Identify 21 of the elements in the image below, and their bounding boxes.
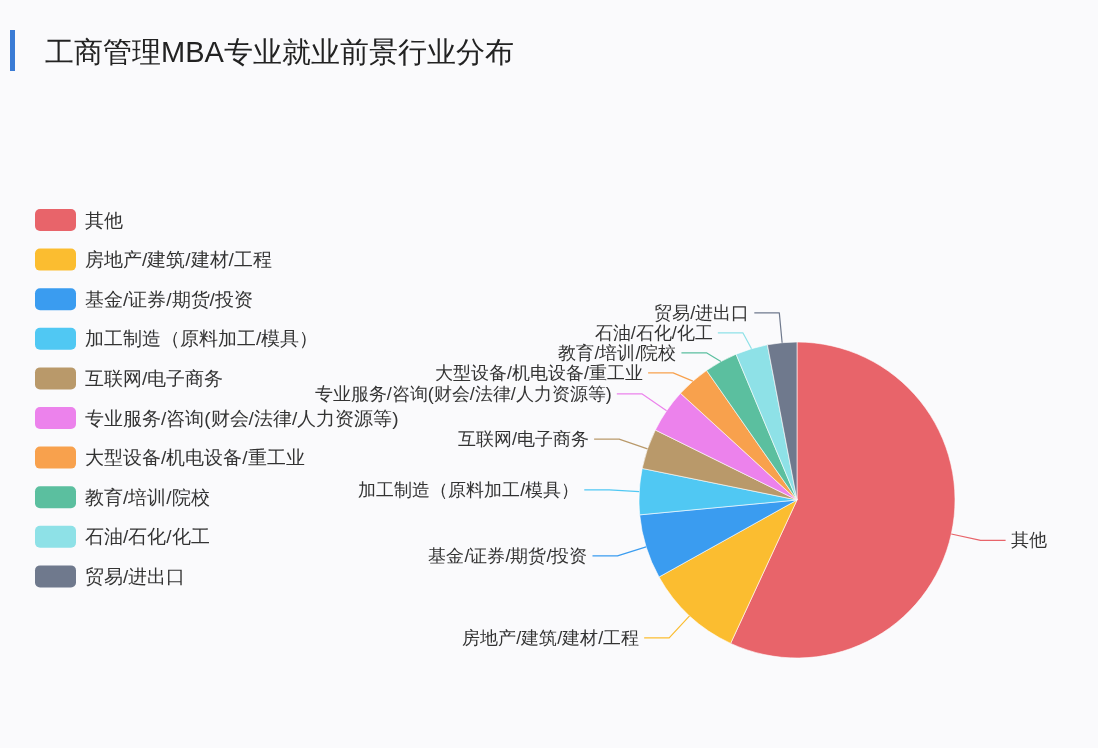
legend-label: 互联网/电子商务: [85, 367, 224, 389]
slice-label: 加工制造（原料加工/模具）: [358, 479, 580, 500]
chart-title: 工商管理MBA专业就业前景行业分布: [45, 36, 514, 68]
slice-label: 贸易/进出口: [654, 302, 750, 323]
legend-label: 贸易/进出口: [85, 565, 186, 587]
slice-label: 基金/证券/期货/投资: [428, 545, 588, 566]
slice-label: 房地产/建筑/建材/工程: [462, 627, 640, 648]
legend-label: 教育/培训/院校: [85, 486, 210, 508]
slice-label: 大型设备/机电设备/重工业: [435, 362, 644, 383]
slice-label: 其他: [1010, 530, 1047, 551]
slice-label: 专业服务/咨询(财会/法律/人力资源等): [314, 383, 612, 404]
slice-label: 石油/石化/化工: [594, 322, 713, 343]
slice-label: 教育/培训/院校: [558, 342, 677, 363]
legend-label: 石油/石化/化工: [85, 526, 210, 548]
legend-label: 其他: [85, 209, 123, 231]
legend-label: 专业服务/咨询(财会/法律/人力资源等): [85, 407, 399, 429]
legend-label: 基金/证券/期货/投资: [85, 288, 253, 310]
slice-label: 互联网/电子商务: [458, 429, 590, 450]
legend-label: 房地产/建筑/建材/工程: [85, 249, 272, 271]
legend-label: 加工制造（原料加工/模具）: [85, 328, 319, 350]
legend-label: 大型设备/机电设备/重工业: [85, 447, 305, 469]
